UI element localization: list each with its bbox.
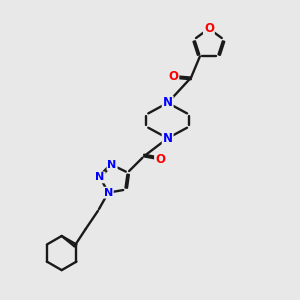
Text: O: O [155, 153, 165, 166]
Text: N: N [163, 96, 173, 110]
Text: N: N [103, 188, 113, 198]
Text: N: N [107, 160, 117, 170]
Text: N: N [163, 132, 173, 145]
Text: N: N [95, 172, 105, 182]
Text: O: O [168, 70, 178, 83]
Text: O: O [204, 22, 214, 35]
